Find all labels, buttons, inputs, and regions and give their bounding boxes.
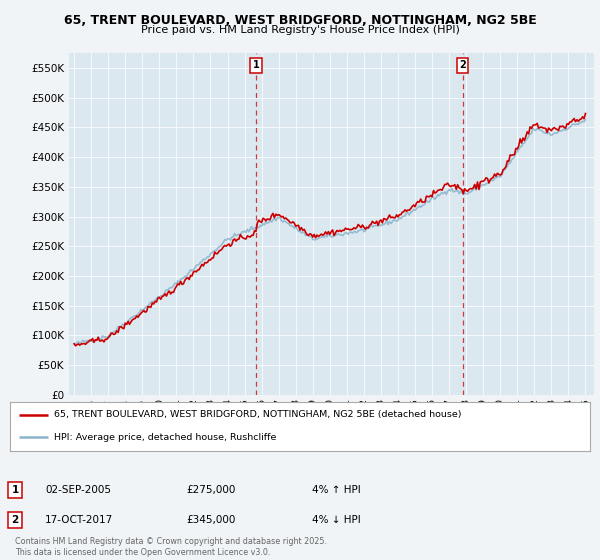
- Text: 1: 1: [253, 60, 259, 70]
- Text: Contains HM Land Registry data © Crown copyright and database right 2025.
This d: Contains HM Land Registry data © Crown c…: [15, 537, 327, 557]
- Text: 2: 2: [459, 60, 466, 70]
- Text: HPI: Average price, detached house, Rushcliffe: HPI: Average price, detached house, Rush…: [53, 433, 276, 442]
- Text: £345,000: £345,000: [186, 515, 235, 525]
- Text: 2: 2: [11, 515, 19, 525]
- Text: 65, TRENT BOULEVARD, WEST BRIDGFORD, NOTTINGHAM, NG2 5BE (detached house): 65, TRENT BOULEVARD, WEST BRIDGFORD, NOT…: [53, 410, 461, 419]
- Text: £275,000: £275,000: [186, 485, 235, 495]
- Text: 65, TRENT BOULEVARD, WEST BRIDGFORD, NOTTINGHAM, NG2 5BE: 65, TRENT BOULEVARD, WEST BRIDGFORD, NOT…: [64, 14, 536, 27]
- Text: 4% ↓ HPI: 4% ↓ HPI: [312, 515, 361, 525]
- Text: Price paid vs. HM Land Registry's House Price Index (HPI): Price paid vs. HM Land Registry's House …: [140, 25, 460, 35]
- Text: 02-SEP-2005: 02-SEP-2005: [45, 485, 111, 495]
- Text: 1: 1: [11, 485, 19, 495]
- Text: 17-OCT-2017: 17-OCT-2017: [45, 515, 113, 525]
- Text: 4% ↑ HPI: 4% ↑ HPI: [312, 485, 361, 495]
